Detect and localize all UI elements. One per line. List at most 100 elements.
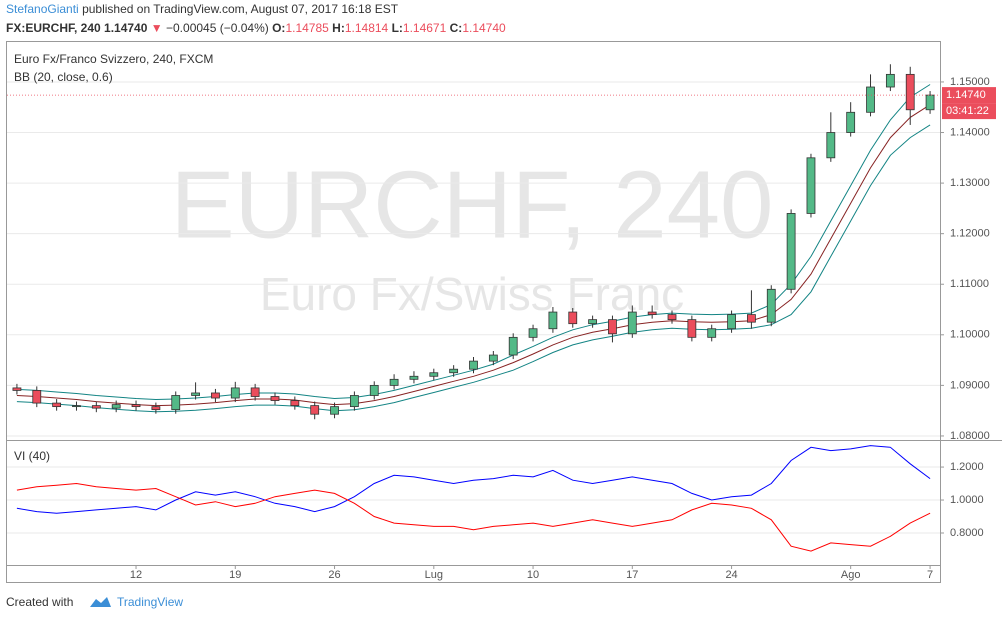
candle-body (369, 384, 379, 396)
candle-body (409, 375, 419, 380)
footer-brand[interactable]: TradingView (117, 595, 183, 609)
candle-body (707, 328, 717, 338)
y-tick-label: 1.13000 (950, 177, 990, 189)
indicator-label: BB (20, close, 0.6) (14, 70, 113, 84)
candle-body (568, 311, 578, 325)
candle-body (608, 319, 617, 335)
candle-body (508, 336, 518, 356)
candle-body (449, 368, 459, 374)
candle-body (191, 392, 200, 396)
candle-body (310, 405, 320, 415)
y-tick-label: 1.11000 (950, 278, 989, 290)
x-tick-label: 10 (527, 569, 539, 581)
candle-body (429, 372, 439, 377)
arrow: ▼ (151, 21, 163, 35)
last: 1.14740 (104, 21, 148, 35)
y-tick-label: 1.12000 (950, 228, 990, 240)
vi-label: VI (40) (14, 449, 50, 463)
candle-body (330, 406, 339, 415)
symbol: FX:EURCHF, 240 (6, 21, 101, 35)
y-tick-label: 1.14000 (950, 126, 990, 138)
candle-body (151, 406, 161, 411)
x-tick-label: 12 (130, 569, 142, 581)
candle-body (885, 73, 895, 88)
candle-body (905, 73, 915, 111)
countdown-tag (942, 103, 996, 120)
published: published on TradingView.com, August 07,… (82, 2, 399, 16)
x-tick-label: 24 (725, 569, 737, 581)
h: 1.14814 (345, 21, 389, 35)
last-price-tag (942, 87, 996, 104)
candle-body (111, 404, 121, 409)
last-price-label: 1.14740 (946, 89, 986, 101)
candle-body (548, 311, 558, 330)
x-tick-label: 7 (927, 569, 933, 581)
candle-body (250, 387, 260, 397)
x-tick-label: 19 (229, 569, 241, 581)
o-label: O: (272, 21, 285, 35)
legend-title: Euro Fx/Franco Svizzero, 240, FXCM (14, 52, 213, 66)
logo (90, 597, 111, 607)
watermark-subtitle: Euro Fx/Swiss Franc (260, 268, 684, 320)
y-tick-label: 1.09000 (950, 379, 990, 391)
author[interactable]: StefanoGianti (6, 2, 79, 16)
x-tick-label: Lug (425, 569, 443, 581)
y-tick-label: 1.0000 (950, 494, 984, 506)
c: 1.14740 (462, 21, 506, 35)
l-label: L: (392, 21, 403, 35)
header-line-2: FX:EURCHF, 240 1.14740 ▼ −0.00045 (−0.04… (6, 21, 506, 35)
candle-body (528, 328, 538, 338)
candle-body (667, 314, 677, 321)
bb-middle (16, 104, 931, 407)
l: 1.14671 (403, 21, 447, 35)
candle-body (627, 311, 637, 335)
candle-body (488, 354, 498, 362)
candle-body (469, 360, 478, 370)
footer-created: Created with (6, 595, 73, 609)
candle-body (925, 94, 935, 111)
y-tick-label: 1.08000 (950, 430, 990, 442)
candle-body (349, 395, 359, 408)
y-tick-label: 1.2000 (950, 461, 984, 473)
countdown: 03:41:22 (946, 105, 989, 117)
x-tick-label: Ago (841, 569, 861, 581)
header-line-1: StefanoGianti published on TradingView.c… (6, 2, 399, 16)
candle-body (32, 390, 42, 404)
x-tick-label: 17 (626, 569, 638, 581)
candle-body (12, 387, 22, 391)
y-tick-label: 1.10000 (950, 329, 990, 341)
candle-body (91, 405, 101, 409)
candle-body (72, 405, 81, 408)
candle-body (786, 213, 796, 290)
o: 1.14785 (285, 21, 329, 35)
candle-body (846, 111, 856, 133)
vi-line (16, 445, 931, 514)
candle-body (766, 288, 776, 323)
candle-body (52, 402, 62, 408)
candle-body (290, 400, 300, 407)
candle-body (727, 314, 736, 330)
candle-body (806, 157, 816, 214)
candle-body (747, 314, 756, 323)
candle-body (687, 319, 697, 338)
candle-body (211, 392, 220, 399)
candle-body (588, 319, 598, 325)
x-tick-label: 26 (328, 569, 340, 581)
y-tick-label: 1.15000 (950, 76, 990, 88)
candle-body (389, 378, 399, 386)
candle-body (131, 404, 141, 408)
c-label: C: (450, 21, 463, 35)
candle-body (270, 396, 280, 401)
candle-body (171, 395, 181, 411)
y-tick-label: 0.8000 (950, 527, 984, 539)
h-label: H: (332, 21, 345, 35)
candle-body (866, 86, 875, 113)
watermark: EURCHF, 240 (171, 151, 774, 258)
change: −0.00045 (−0.04%) (166, 21, 269, 35)
bb-lower (16, 124, 931, 413)
candle-body (647, 311, 657, 315)
vi-line (16, 482, 931, 552)
candle-body (826, 132, 836, 159)
